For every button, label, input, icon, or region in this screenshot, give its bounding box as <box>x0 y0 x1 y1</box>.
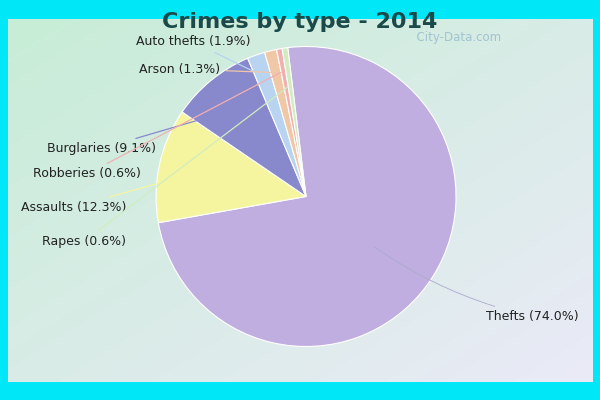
Wedge shape <box>182 58 306 196</box>
Text: Burglaries (9.1%): Burglaries (9.1%) <box>47 110 232 155</box>
Wedge shape <box>282 48 306 196</box>
Text: Auto thefts (1.9%): Auto thefts (1.9%) <box>136 36 261 75</box>
Text: City-Data.com: City-Data.com <box>409 32 501 44</box>
Text: Assaults (12.3%): Assaults (12.3%) <box>20 174 193 214</box>
Text: Rapes (0.6%): Rapes (0.6%) <box>42 87 288 248</box>
Wedge shape <box>277 48 306 196</box>
Text: Arson (1.3%): Arson (1.3%) <box>139 62 273 76</box>
Text: Thefts (74.0%): Thefts (74.0%) <box>374 247 578 323</box>
Wedge shape <box>265 50 306 196</box>
Wedge shape <box>248 52 306 196</box>
Wedge shape <box>156 112 306 223</box>
Text: Crimes by type - 2014: Crimes by type - 2014 <box>163 12 437 32</box>
Text: Robberies (0.6%): Robberies (0.6%) <box>33 72 281 180</box>
Wedge shape <box>158 46 456 346</box>
